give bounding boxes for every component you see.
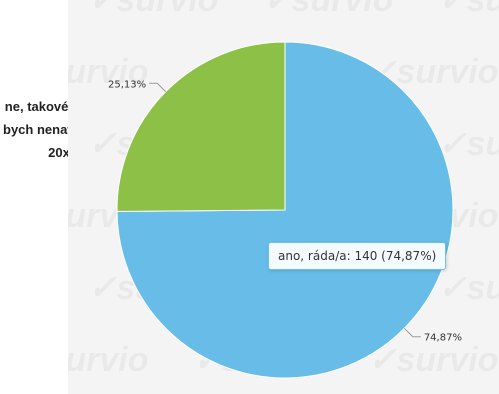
pie-slice-0[interactable] <box>116 41 454 379</box>
pie-slice-1[interactable] <box>116 41 286 212</box>
data-label-connector-1 <box>149 82 167 93</box>
data-label-1: 25,13% <box>108 79 146 90</box>
slice-tooltip: ano, ráda/a: 140 (74,87%) <box>268 242 447 270</box>
data-label-0: 74,87% <box>424 333 462 344</box>
data-label-connector-0 <box>403 327 421 338</box>
pie-chart: 74,87% 25,13% <box>108 41 462 379</box>
chart-area: ✓survio✓survio✓survio✓survio✓survio✓surv… <box>68 0 499 394</box>
